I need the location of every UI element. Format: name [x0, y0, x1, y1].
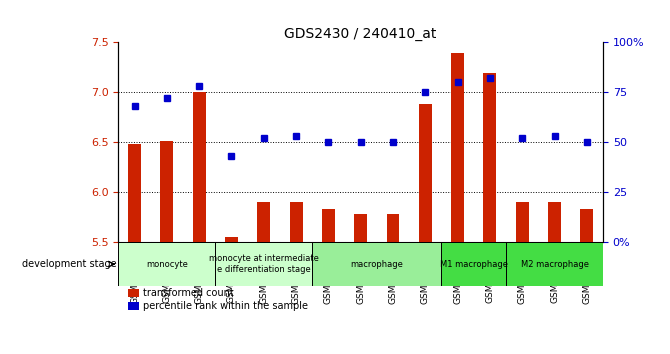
Text: monocyte at intermediate
e differentiation stage: monocyte at intermediate e differentiati… — [209, 255, 319, 274]
Bar — [257, 202, 270, 242]
Text: monocyte: monocyte — [146, 260, 188, 269]
Text: percentile rank within the sample: percentile rank within the sample — [143, 301, 308, 311]
Text: development stage: development stage — [22, 259, 117, 269]
Bar — [193, 92, 206, 242]
Bar — [442, 242, 506, 286]
Bar — [516, 202, 529, 242]
Bar — [506, 242, 603, 286]
Bar — [548, 202, 561, 242]
Bar — [225, 238, 238, 242]
Bar — [128, 289, 139, 297]
Title: GDS2430 / 240410_at: GDS2430 / 240410_at — [285, 28, 437, 41]
Bar — [322, 209, 335, 242]
Bar — [289, 202, 303, 242]
Bar — [354, 215, 367, 242]
Bar — [312, 242, 442, 286]
Bar — [119, 242, 215, 286]
Bar — [128, 302, 139, 310]
Bar — [215, 242, 312, 286]
Bar — [387, 215, 399, 242]
Text: M2 macrophage: M2 macrophage — [521, 260, 588, 269]
Bar — [128, 144, 141, 242]
Text: macrophage: macrophage — [350, 260, 403, 269]
Bar — [484, 74, 496, 242]
Bar — [580, 209, 594, 242]
Bar — [419, 104, 431, 242]
Bar — [451, 53, 464, 242]
Text: M1 macrophage: M1 macrophage — [440, 260, 508, 269]
Text: transformed count: transformed count — [143, 288, 233, 298]
Bar — [160, 142, 174, 242]
